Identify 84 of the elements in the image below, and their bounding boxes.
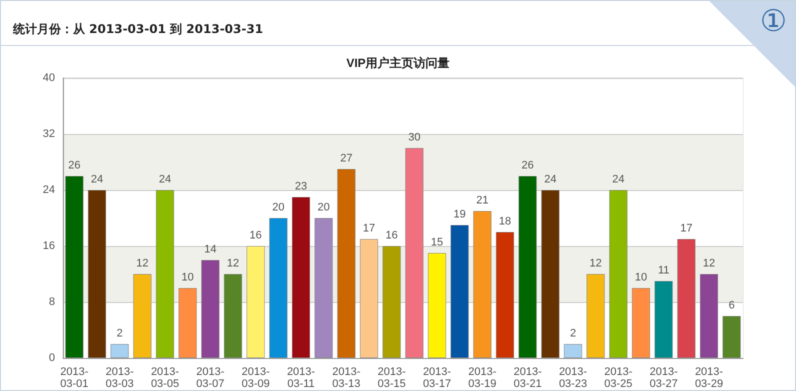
data-label: 17	[680, 222, 692, 234]
bar	[609, 190, 628, 358]
text: ①	[760, 3, 787, 39]
data-label: 23	[294, 180, 308, 192]
y-tick-label: 8	[48, 296, 55, 308]
bar	[314, 218, 333, 358]
x-tick-label: 2013-03-29	[694, 366, 724, 390]
data-label: 24	[544, 174, 556, 186]
x-tick-label: 2013-03-23	[558, 366, 588, 390]
x-tick-label: 2013-03-07	[196, 366, 225, 390]
x-tick-label: 2013-03-25	[604, 366, 633, 390]
bar	[564, 344, 582, 358]
bar	[292, 197, 310, 358]
bar	[133, 274, 152, 358]
bar	[632, 288, 650, 358]
x-tick-label: 2013-03-19	[468, 366, 497, 390]
bar	[654, 281, 673, 358]
data-label: 6	[728, 300, 735, 312]
data-label: 24	[158, 174, 172, 186]
data-label: 27	[340, 152, 352, 164]
bar	[700, 274, 718, 358]
y-tick-label: 32	[42, 128, 55, 140]
data-label: 19	[454, 208, 466, 220]
bar	[405, 148, 424, 358]
data-label: 16	[386, 230, 398, 242]
bar	[496, 232, 514, 358]
y-tick-label: 24	[42, 184, 55, 196]
x-tick-label: 2013-03-15	[378, 366, 406, 390]
data-label: 12	[590, 258, 602, 270]
x-tick-label: 2013-03-11	[286, 366, 316, 390]
bar	[541, 190, 560, 358]
bar	[178, 288, 197, 358]
bar	[382, 246, 401, 358]
chart-title: VIP用户主页访问量	[346, 56, 450, 70]
bar	[360, 239, 378, 358]
bar	[110, 344, 129, 358]
data-label: 20	[318, 202, 330, 214]
data-label: 2	[570, 328, 576, 340]
data-label: 26	[522, 160, 534, 172]
y-tick-label: 16	[42, 240, 55, 252]
data-label: 14	[204, 244, 216, 256]
bar	[677, 239, 696, 358]
bar	[269, 218, 288, 358]
x-tick-label: 2013-03-01	[60, 366, 89, 390]
data-label: 12	[226, 258, 240, 270]
bar	[428, 253, 446, 358]
x-tick-label: 2013-03-27	[650, 366, 678, 390]
data-label: 26	[68, 160, 80, 172]
x-tick-label: 2013-03-17	[422, 366, 452, 390]
bar	[88, 190, 106, 358]
data-label: 15	[430, 236, 444, 248]
data-label: 18	[498, 216, 512, 228]
bar	[722, 316, 741, 358]
x-tick-label: 2013-03-21	[514, 366, 542, 390]
x-tick-label: 2013-03-13	[332, 366, 361, 390]
data-label: 21	[476, 194, 488, 206]
x-tick-label: 2013-03-09	[242, 366, 270, 390]
data-label: 12	[702, 258, 716, 270]
bar	[156, 190, 174, 358]
data-label: 20	[272, 202, 284, 214]
data-label: 10	[182, 272, 194, 284]
data-label: 30	[408, 132, 420, 144]
x-tick-label: 2013-03-03	[106, 366, 134, 390]
bar	[586, 274, 605, 358]
bar	[246, 246, 265, 358]
bar	[224, 274, 242, 358]
y-tick-label: 40	[42, 72, 55, 84]
data-label: 24	[612, 174, 624, 186]
data-label: 17	[362, 222, 376, 234]
y-tick-label: 0	[48, 352, 55, 364]
bar	[473, 211, 492, 358]
bar	[65, 176, 84, 358]
data-label: 10	[634, 272, 648, 284]
bar	[450, 225, 469, 358]
bar	[518, 176, 537, 358]
data-label: 16	[250, 230, 262, 242]
x-tick-label: 2013-03-05	[150, 366, 180, 390]
data-label: 24	[90, 174, 104, 186]
bar	[201, 260, 220, 358]
data-label: 2	[116, 328, 123, 340]
data-label: 12	[136, 258, 148, 270]
bar	[337, 169, 356, 358]
text: 统计月份：从 2013-03-01 到 2013-03-31	[13, 21, 264, 38]
data-label: 11	[658, 264, 670, 276]
